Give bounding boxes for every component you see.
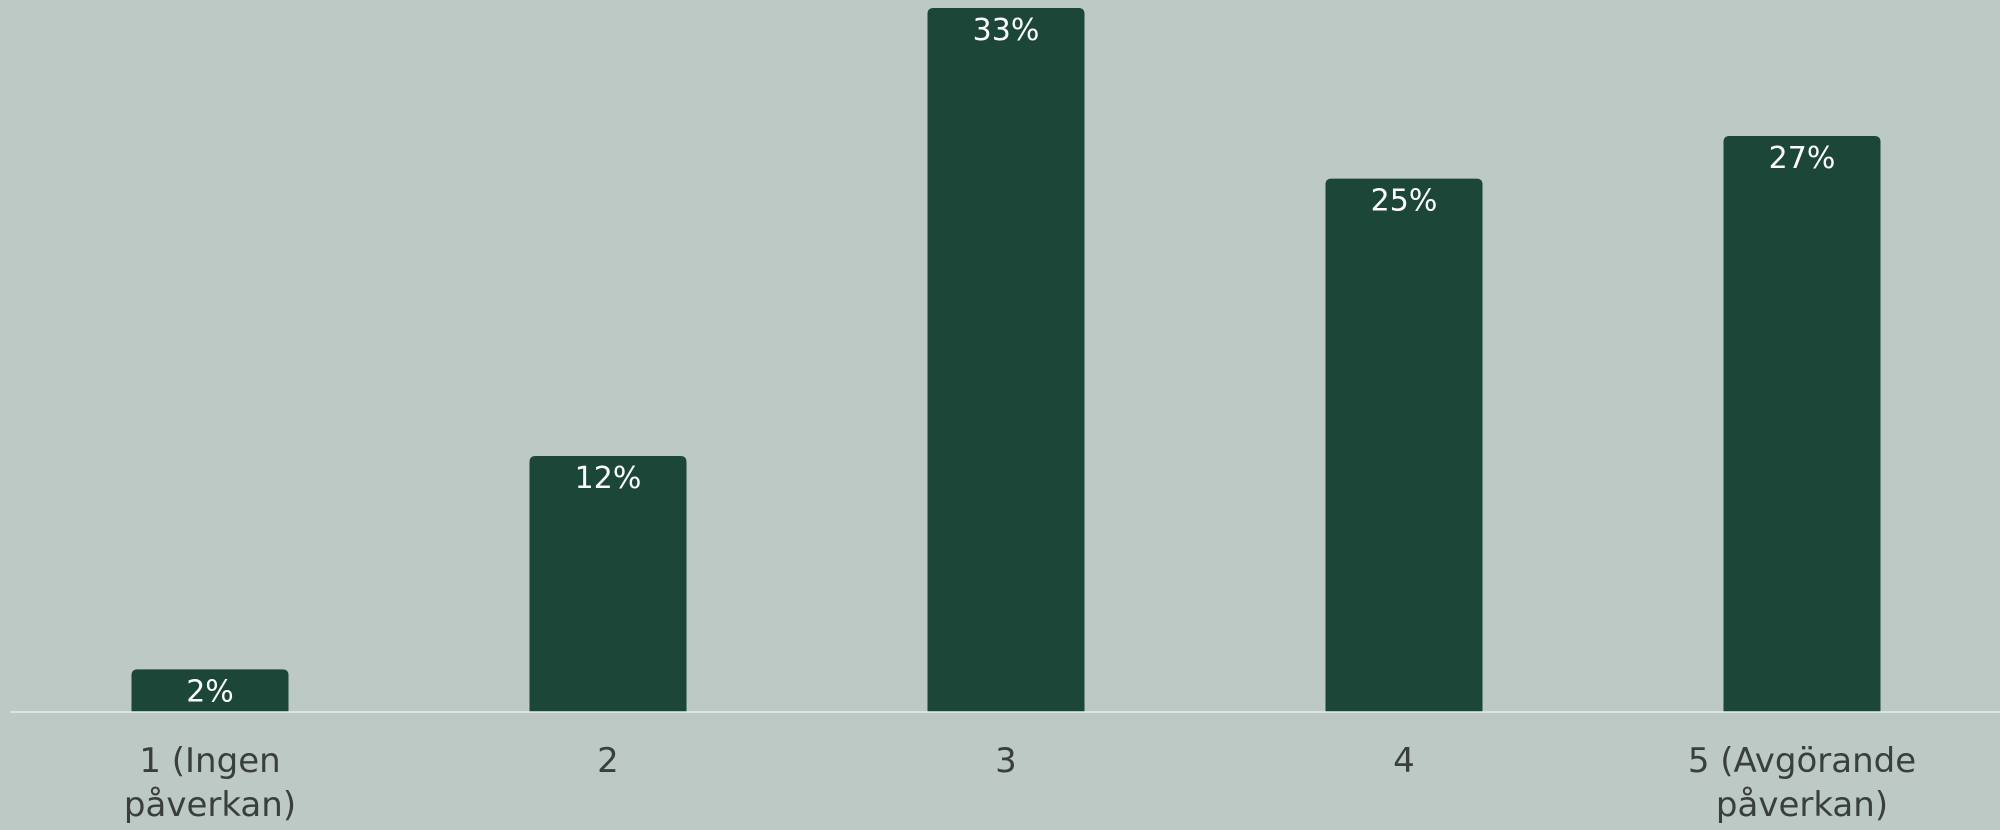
x-tick-label-3: 3 [995,741,1017,781]
x-tick-label-4: 4 [1393,741,1415,781]
bar-1 [131,669,289,712]
bar-4 [1325,178,1483,712]
data-label-2: 12% [575,461,642,496]
data-labels-group: 2% 12% 33% 25% 27% [186,13,1835,709]
x-tick-label-5: 5 (Avgörande påverkan) [1688,741,1916,825]
x-axis-tick-labels: 1 (Ingen påverkan) 2 3 4 5 (Avgörande påverkan… [124,741,1916,825]
bar-3 [927,8,1085,712]
x-tick-label-2: 2 [597,741,619,781]
data-label-5: 27% [1769,141,1836,176]
x-tick-label-1: 1 (Ingen påverkan) [124,741,296,825]
bars-group [131,8,1881,712]
data-label-3: 33% [973,13,1040,48]
data-label-4: 25% [1371,184,1438,219]
bar-5 [1723,136,1881,712]
bar-2 [529,456,687,712]
data-label-1: 2% [186,674,234,709]
